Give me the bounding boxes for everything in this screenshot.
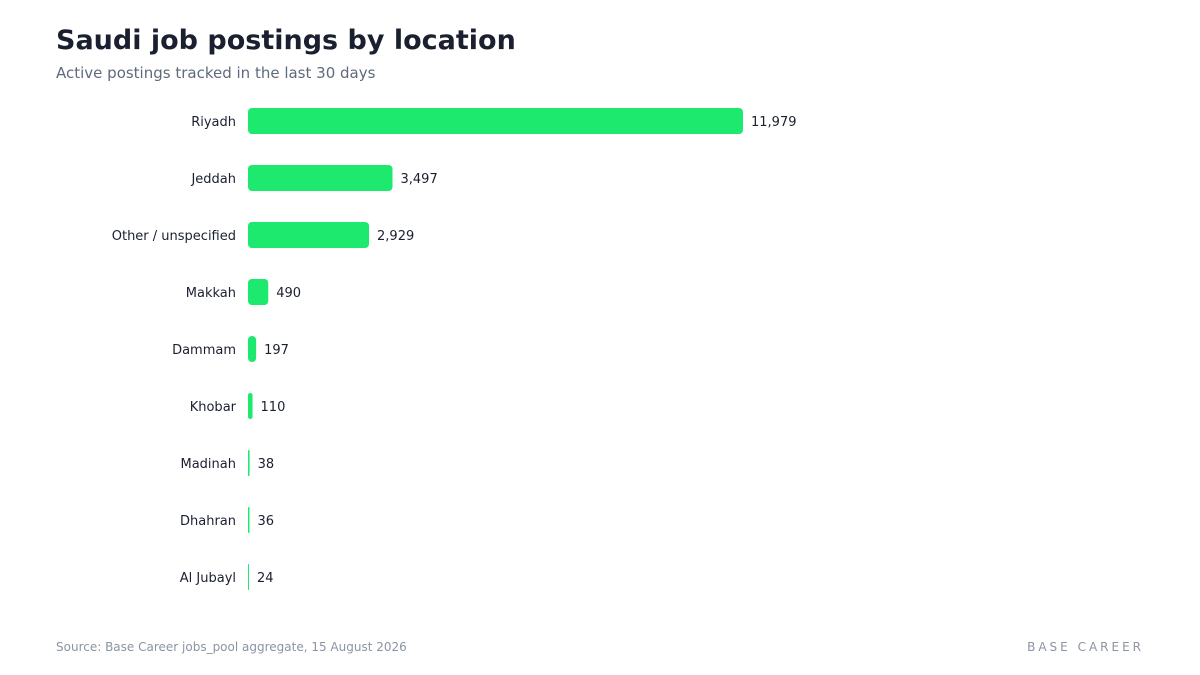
brand-wordmark: BASE CAREER <box>1027 640 1144 654</box>
value-label: 36 <box>257 514 274 529</box>
category-label: Madinah <box>181 457 237 472</box>
category-label: Al Jubayl <box>180 571 236 586</box>
category-label: Other / unspecified <box>112 229 236 244</box>
bar <box>248 393 253 419</box>
bar-row: Riyadh 11,979 <box>191 108 797 134</box>
value-label: 2,929 <box>377 229 414 244</box>
bar-row: Dhahran 36 <box>180 507 274 533</box>
category-label: Dhahran <box>180 514 236 529</box>
value-label: 38 <box>258 457 275 472</box>
value-label: 110 <box>261 400 286 415</box>
bar <box>248 165 393 191</box>
chart-title: Saudi job postings by location <box>56 25 516 56</box>
bar-row: Jeddah 3,497 <box>190 165 438 191</box>
value-label: 24 <box>257 571 274 586</box>
category-label: Riyadh <box>191 115 236 130</box>
value-label: 197 <box>264 343 289 358</box>
chart-subtitle: Active postings tracked in the last 30 d… <box>56 64 376 82</box>
bar <box>248 279 269 305</box>
category-label: Khobar <box>190 400 237 415</box>
bar <box>248 564 249 590</box>
bar <box>248 222 370 248</box>
bar-row: Al Jubayl 24 <box>180 564 274 590</box>
bar <box>248 507 250 533</box>
bar-row: Khobar 110 <box>190 393 286 419</box>
value-label: 3,497 <box>401 172 438 187</box>
category-label: Makkah <box>186 286 236 301</box>
bar-row: Other / unspecified 2,929 <box>112 222 414 248</box>
category-label: Jeddah <box>190 172 236 187</box>
value-label: 490 <box>276 286 301 301</box>
category-label: Dammam <box>172 343 236 358</box>
bar <box>248 336 257 362</box>
bar <box>248 108 743 134</box>
bar-row: Makkah 490 <box>186 279 301 305</box>
bar-row: Madinah 38 <box>181 450 275 476</box>
value-label: 11,979 <box>751 115 797 130</box>
bar-row: Dammam 197 <box>172 336 289 362</box>
bar <box>248 450 250 476</box>
source-note: Source: Base Career jobs_pool aggregate,… <box>56 640 407 654</box>
